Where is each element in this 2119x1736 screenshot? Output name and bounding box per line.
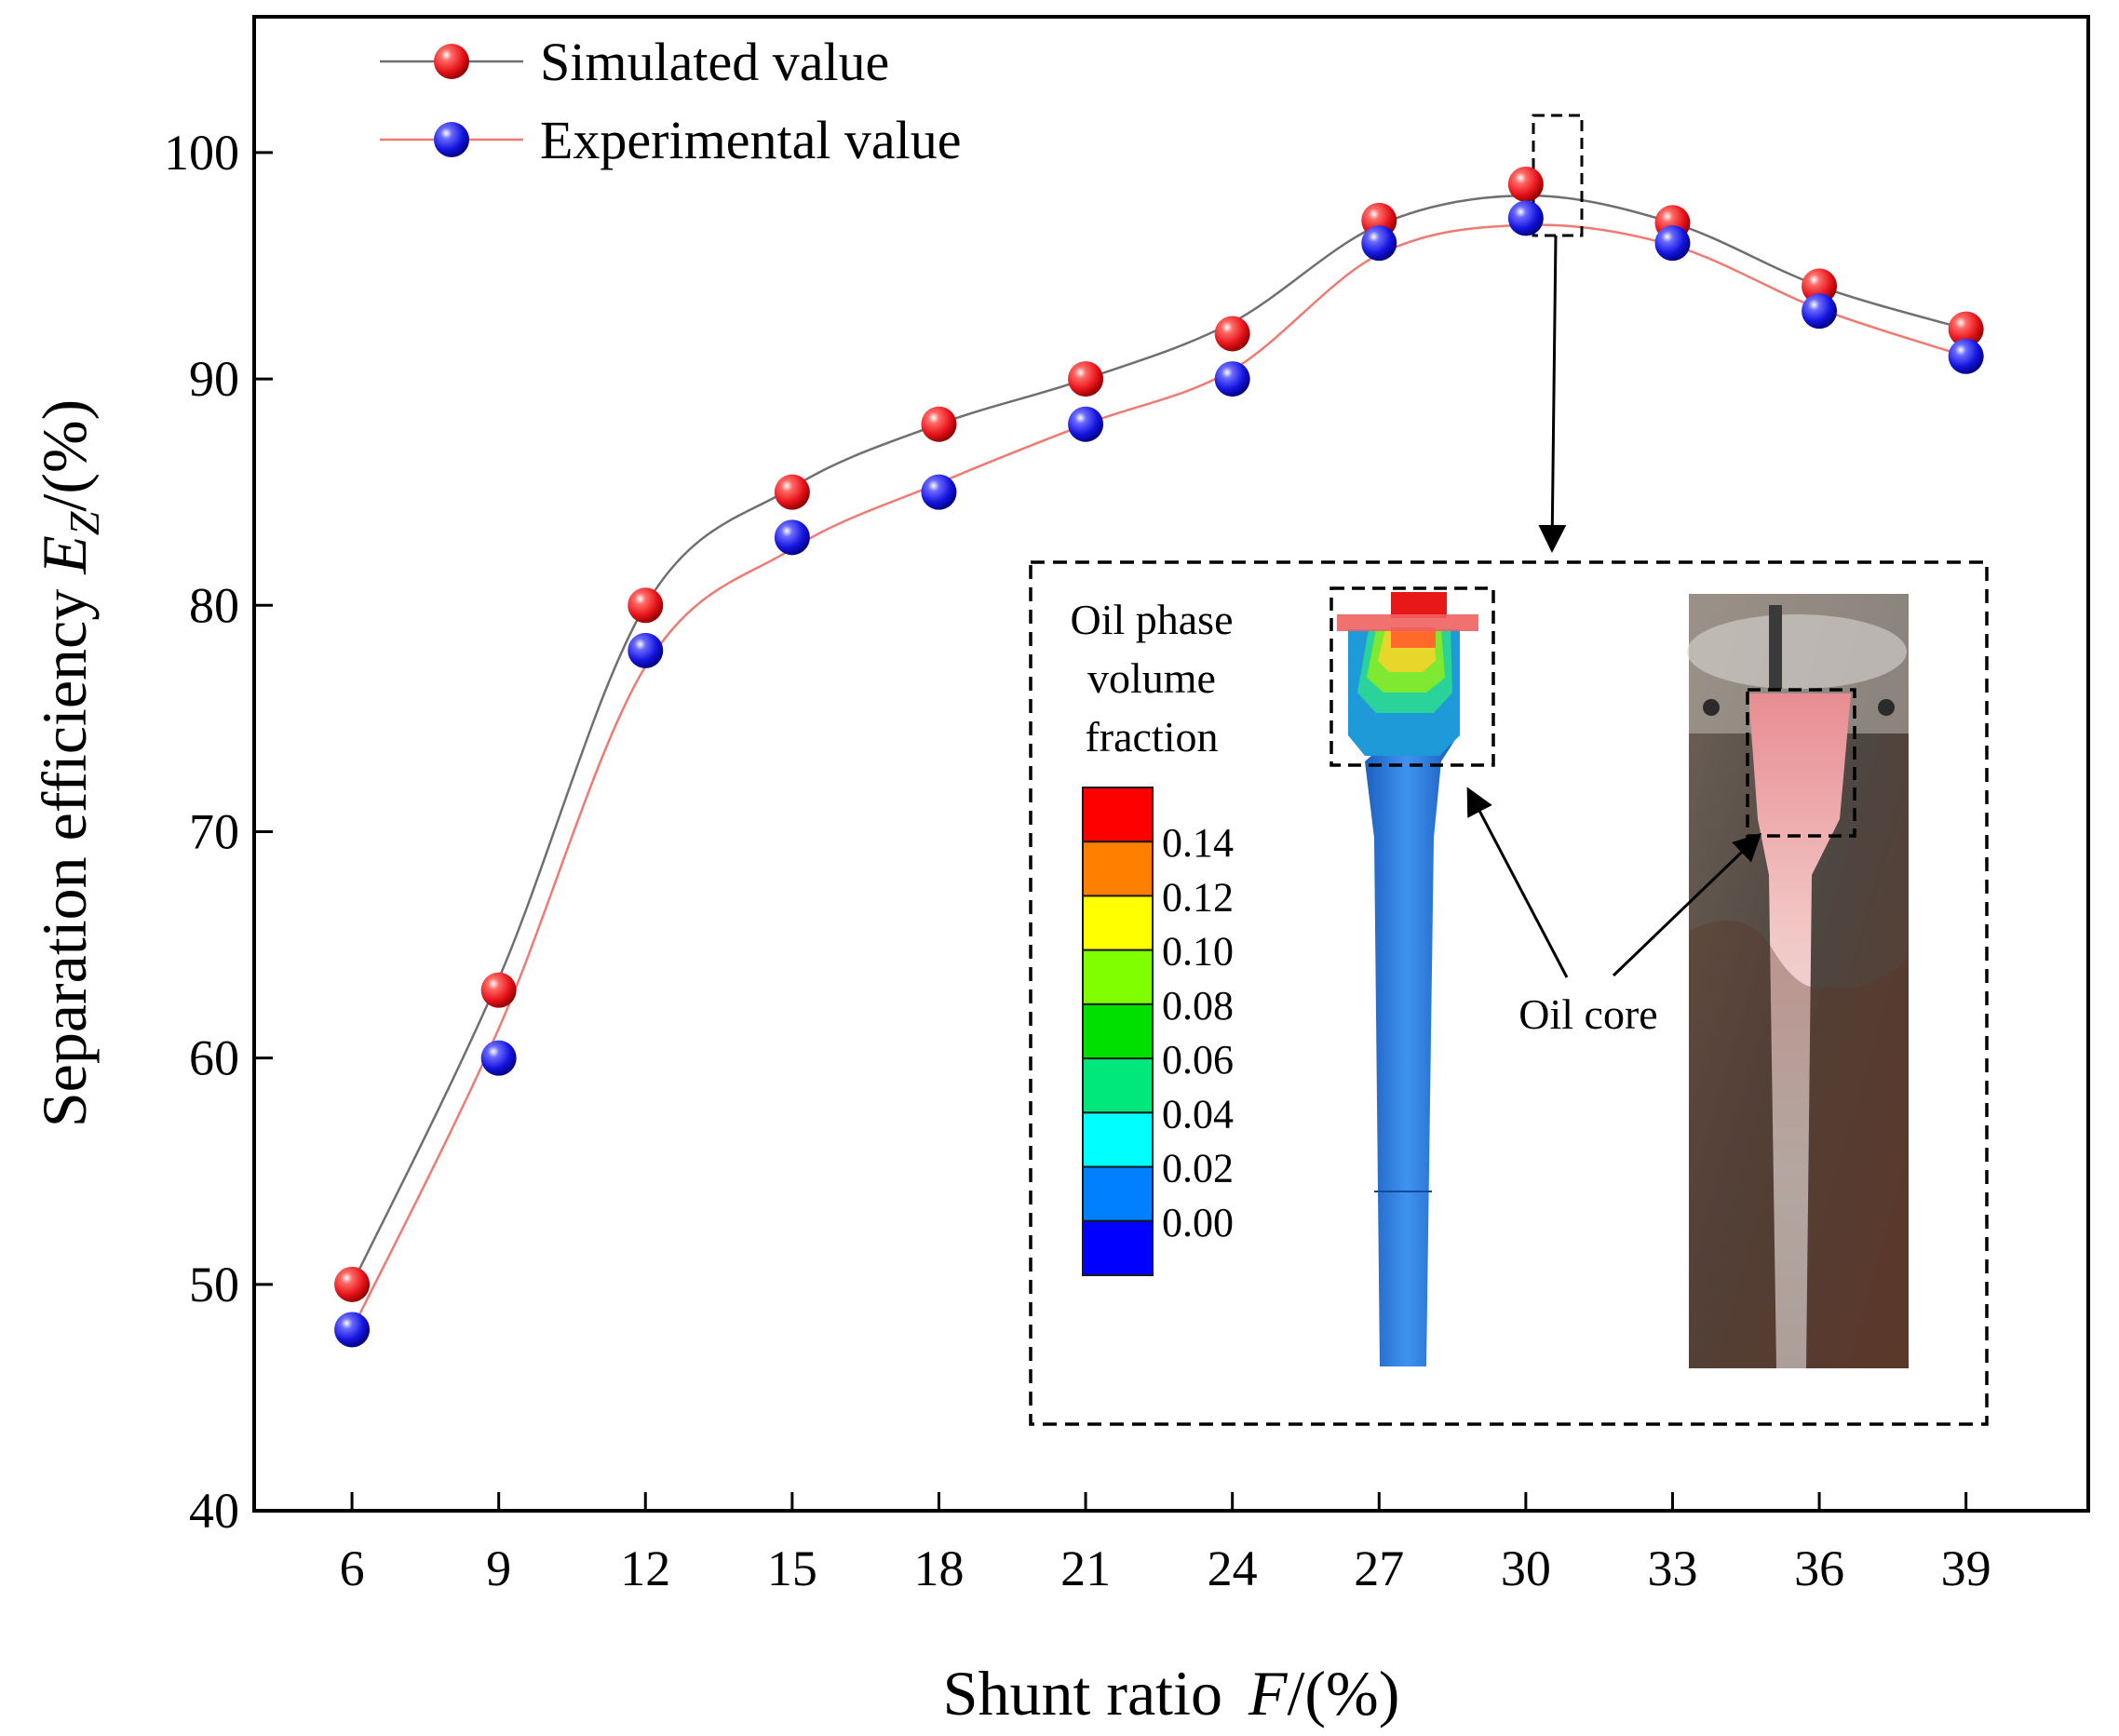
simulated-value-point	[480, 972, 517, 1008]
x-tick-label: 39	[1941, 1541, 1991, 1596]
colorbar-label: 0.00	[1162, 1200, 1234, 1245]
experimental-value-point	[1948, 338, 1984, 374]
y-axis-title-var: E	[29, 535, 100, 575]
colorbar-band	[1082, 787, 1154, 843]
simulation-contour-image	[1329, 586, 1495, 1366]
y-tick-label: 50	[189, 1257, 239, 1312]
colorbar-label: 0.12	[1162, 874, 1234, 920]
x-axis-ticks: 6 9 12 15 18 21 24 27 30 33 36 39	[340, 1492, 1991, 1596]
x-tick-label: 27	[1354, 1541, 1404, 1596]
colorbar-band	[1082, 949, 1154, 1005]
photo-focus-box	[1746, 688, 1856, 838]
x-tick-label: 21	[1060, 1541, 1111, 1596]
experimental-value-point	[1802, 293, 1838, 330]
legend-exp-marker	[434, 122, 469, 157]
oil-core-label: Oil core	[1518, 990, 1657, 1038]
x-tick-label: 15	[767, 1541, 817, 1596]
y-tick-label: 80	[189, 577, 239, 633]
y-axis-ticks: 40 50 60 70 80 90 100	[164, 125, 273, 1539]
series-markers	[334, 166, 1984, 1348]
colorbar-label: 0.08	[1162, 983, 1234, 1029]
y-tick-label: 40	[189, 1483, 239, 1539]
inset-panel: Oil phase volume fraction 0.140.120.100.…	[1029, 114, 1989, 1426]
x-axis-title-unit: /(%)	[1288, 1658, 1400, 1729]
experimental-value-point	[1214, 361, 1250, 397]
x-tick-label: 24	[1208, 1541, 1258, 1596]
simulated-value-point	[1068, 361, 1104, 397]
colorbar-band	[1082, 895, 1154, 951]
x-tick-label: 9	[486, 1541, 511, 1596]
legend: Simulated value Experimental value	[380, 32, 962, 170]
simulation-focus-box	[1329, 586, 1495, 767]
simulated-value-point	[628, 587, 664, 624]
colorbar-title-line1: Oil phase	[1070, 596, 1233, 643]
plot-frame	[252, 15, 2090, 1513]
y-tick-label: 90	[189, 351, 239, 407]
y-axis-title-sub: Z	[61, 511, 108, 535]
x-axis-title: Shunt ratio F/(%)	[943, 1658, 1400, 1729]
experimental-value-point	[1507, 200, 1544, 236]
experimental-value-point	[334, 1312, 371, 1348]
simulated-value-point	[921, 406, 957, 442]
colorbar-label: 0.14	[1162, 820, 1234, 866]
simulated-value-point	[334, 1266, 371, 1302]
experiment-photo-image	[1687, 594, 1909, 1368]
inset-pointer-arrow	[1538, 235, 1567, 553]
legend-exp-label: Experimental value	[540, 110, 962, 170]
x-axis-title-prefix: Shunt ratio	[943, 1658, 1222, 1729]
simulated-value-point	[774, 474, 810, 510]
inset-frame	[1029, 560, 1989, 1426]
colorbar: 0.14 0.12 0.10 0.08 0.06 0.04 0.02 0.00	[1082, 787, 1234, 1277]
legend-sim-label: Simulated value	[540, 32, 889, 92]
y-tick-label: 60	[189, 1030, 239, 1086]
x-tick-label: 12	[620, 1541, 670, 1596]
x-tick-label: 18	[913, 1541, 964, 1596]
experimental-value-point	[1654, 225, 1691, 262]
colorbar-band	[1082, 1165, 1154, 1222]
experimental-value-point	[628, 632, 664, 668]
experimental-value-point	[1068, 406, 1104, 442]
simulated-value-point	[1214, 316, 1250, 352]
highlight-box	[1532, 114, 1584, 237]
colorbar-title-line3: fraction	[1085, 713, 1218, 760]
legend-sim-marker	[434, 44, 469, 79]
y-axis-title: Separation efficiency EZ/(%)	[29, 399, 108, 1127]
colorbar-band	[1082, 1111, 1154, 1168]
colorbar-label: 0.10	[1162, 929, 1234, 975]
x-tick-label: 30	[1501, 1541, 1551, 1596]
y-axis-title-prefix: Separation efficiency	[29, 589, 100, 1127]
x-axis-title-var: F	[1248, 1658, 1289, 1729]
colorbar-title-line2: volume	[1087, 654, 1216, 702]
y-tick-label: 70	[189, 803, 239, 859]
y-axis-title-unit: /(%)	[29, 399, 100, 512]
experimental-value-point	[1361, 225, 1397, 262]
colorbar-band	[1082, 1003, 1154, 1060]
colorbar-band	[1082, 841, 1154, 897]
experimental-value-point	[480, 1040, 517, 1076]
x-tick-label: 36	[1794, 1541, 1844, 1596]
x-tick-label: 6	[340, 1541, 365, 1596]
x-tick-label: 33	[1647, 1541, 1697, 1596]
colorbar-band	[1082, 1057, 1154, 1114]
oil-core-arrow-left	[1466, 787, 1569, 978]
simulated-value-point	[1948, 311, 1984, 347]
colorbar-label: 0.06	[1162, 1037, 1234, 1083]
oil-core-arrow-right	[1612, 832, 1762, 977]
colorbar-label: 0.02	[1162, 1146, 1234, 1191]
simulated-value-point	[1802, 268, 1838, 304]
simulated-value-point	[1507, 166, 1544, 202]
colorbar-label: 0.04	[1162, 1091, 1234, 1137]
y-tick-label: 100	[164, 125, 239, 181]
experimental-value-point	[774, 519, 810, 556]
experimental-value-point	[921, 474, 957, 510]
colorbar-band	[1082, 1219, 1154, 1277]
